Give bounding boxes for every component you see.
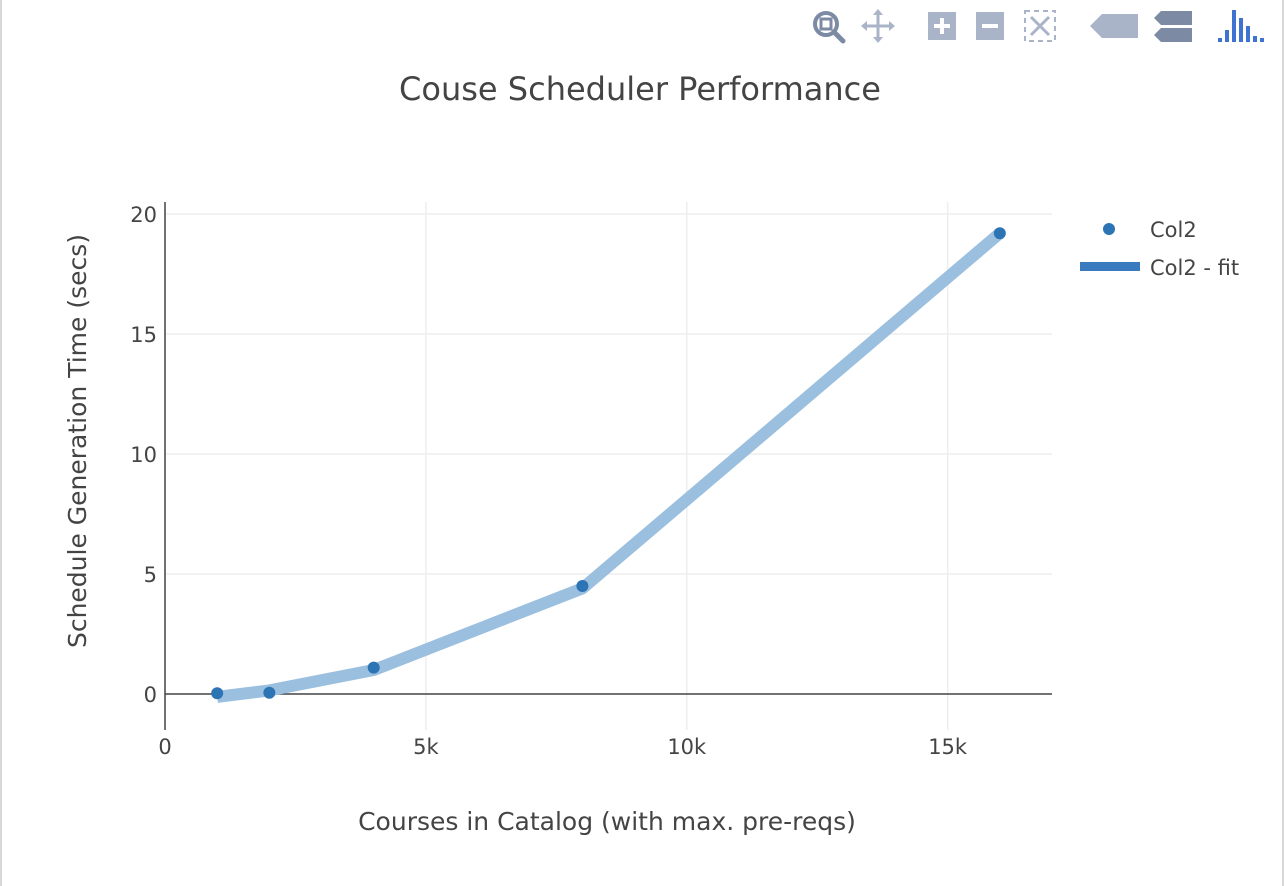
y-tick-label: 15 — [130, 323, 157, 347]
zoom-out-icon — [976, 12, 1004, 40]
hover-closest-icon — [1090, 14, 1138, 38]
zoom-out-button[interactable] — [970, 6, 1010, 46]
y-tick-label: 10 — [130, 443, 157, 467]
legend-label-col2: Col2 — [1150, 218, 1197, 242]
chart-title: Couse Scheduler Performance — [399, 70, 881, 108]
legend-label-col2-fit: Col2 - fit — [1150, 256, 1239, 280]
tick-layer: 0 5k 10k 15k 0 5 10 15 20 — [130, 203, 968, 759]
plotly-logo-icon — [1218, 10, 1264, 42]
legend-item-col2[interactable]: Col2 — [1103, 218, 1197, 242]
modebar — [808, 6, 1274, 46]
fit-layer — [216, 228, 1004, 703]
hover-compare-icon — [1154, 11, 1192, 42]
zoom-in-icon — [928, 12, 956, 40]
grid-layer — [164, 202, 1052, 730]
x-tick-label: 0 — [158, 735, 171, 759]
legend-marker-symbol — [1103, 223, 1115, 235]
fit-line — [216, 228, 1004, 703]
y-tick-label: 20 — [130, 203, 157, 227]
pan-icon — [861, 9, 895, 43]
y-tick-label: 5 — [144, 563, 157, 587]
zoom-in-button[interactable] — [922, 6, 962, 46]
x-tick-label: 15k — [928, 735, 968, 759]
legend: Col2 Col2 - fit — [1080, 218, 1239, 280]
legend-line-symbol — [1080, 262, 1140, 271]
frame-left-border — [0, 0, 2, 886]
x-tick-label: 10k — [667, 735, 707, 759]
x-axis-title: Courses in Catalog (with max. pre-reqs) — [358, 807, 856, 836]
zoom-button[interactable] — [808, 6, 848, 46]
data-point[interactable] — [367, 661, 380, 674]
autoscale-icon — [1024, 10, 1056, 42]
hover-compare-button[interactable] — [1152, 6, 1196, 46]
hover-closest-button[interactable] — [1086, 6, 1142, 46]
legend-item-col2-fit[interactable]: Col2 - fit — [1080, 256, 1239, 280]
frame-right-border — [1282, 0, 1284, 886]
data-point[interactable] — [576, 580, 589, 592]
marker-layer — [211, 227, 1006, 700]
y-tick-label: 0 — [144, 683, 157, 707]
data-point[interactable] — [263, 686, 276, 699]
data-point[interactable] — [211, 687, 224, 700]
autoscale-button[interactable] — [1020, 6, 1060, 46]
x-tick-label: 5k — [413, 735, 439, 759]
zoom-icon — [813, 11, 846, 44]
plotly-logo-button[interactable] — [1214, 6, 1268, 46]
y-axis-title: Schedule Generation Time (secs) — [63, 234, 92, 648]
data-point[interactable] — [993, 227, 1006, 240]
pan-button[interactable] — [858, 6, 898, 46]
